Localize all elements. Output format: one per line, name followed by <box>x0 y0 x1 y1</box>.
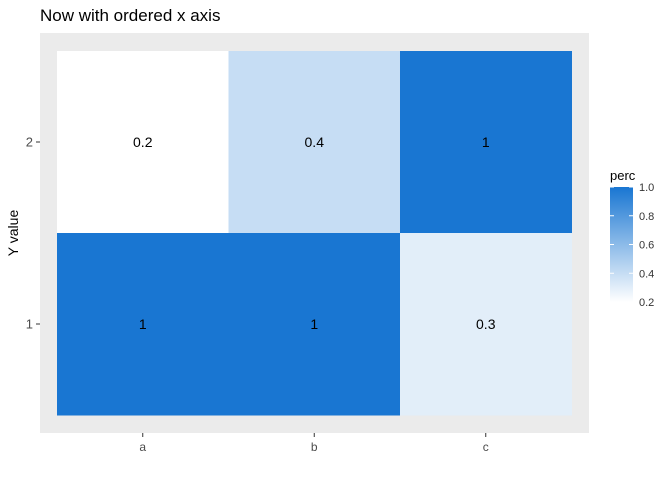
heatmap-cell-c-2 <box>400 51 572 234</box>
cell-label-b-1: 1 <box>310 316 318 332</box>
cell-label-a-2: 0.2 <box>133 134 153 150</box>
y-axis: 21 <box>26 135 40 332</box>
legend-tick-label-1.0: 1.0 <box>639 182 654 194</box>
heatmap-cell-labels: 0.2 0.4 1 1 1 0.3 <box>133 134 496 332</box>
legend-ticks: 1.0 0.8 0.6 0.4 0.2 <box>610 182 654 309</box>
x-tick-label-c: c <box>483 440 489 454</box>
heatmap-cell-a-2 <box>57 51 229 234</box>
heatmap-cells <box>57 51 572 416</box>
legend-tick-label-0.6: 0.6 <box>639 240 654 252</box>
cell-label-b-2: 0.4 <box>305 134 325 150</box>
x-tick-label-b: b <box>311 440 318 454</box>
y-axis-label: Y value <box>5 210 21 257</box>
heatmap-cell-b-1 <box>228 233 401 416</box>
heatmap-cell-a-1 <box>57 233 229 416</box>
legend-tick-label-0.4: 0.4 <box>639 268 654 280</box>
color-legend: perc 1.0 0.8 0.6 0.4 0.2 <box>610 168 654 309</box>
legend-tick-label-0.2: 0.2 <box>639 297 654 309</box>
x-tick-label-a: a <box>139 440 146 454</box>
legend-tick-label-0.8: 0.8 <box>639 211 654 223</box>
heatmap-cell-b-2 <box>228 51 401 234</box>
legend-colorbar <box>610 187 633 302</box>
y-tick-label-2: 2 <box>26 135 33 150</box>
y-tick-label-1: 1 <box>26 317 33 332</box>
chart-title: Now with ordered x axis <box>40 6 220 25</box>
cell-label-a-1: 1 <box>139 316 147 332</box>
cell-label-c-2: 1 <box>482 134 490 150</box>
heatmap-cell-c-1 <box>400 233 572 416</box>
cell-label-c-1: 0.3 <box>476 316 496 332</box>
x-axis: a b c <box>139 433 489 454</box>
legend-title: perc <box>610 168 636 183</box>
